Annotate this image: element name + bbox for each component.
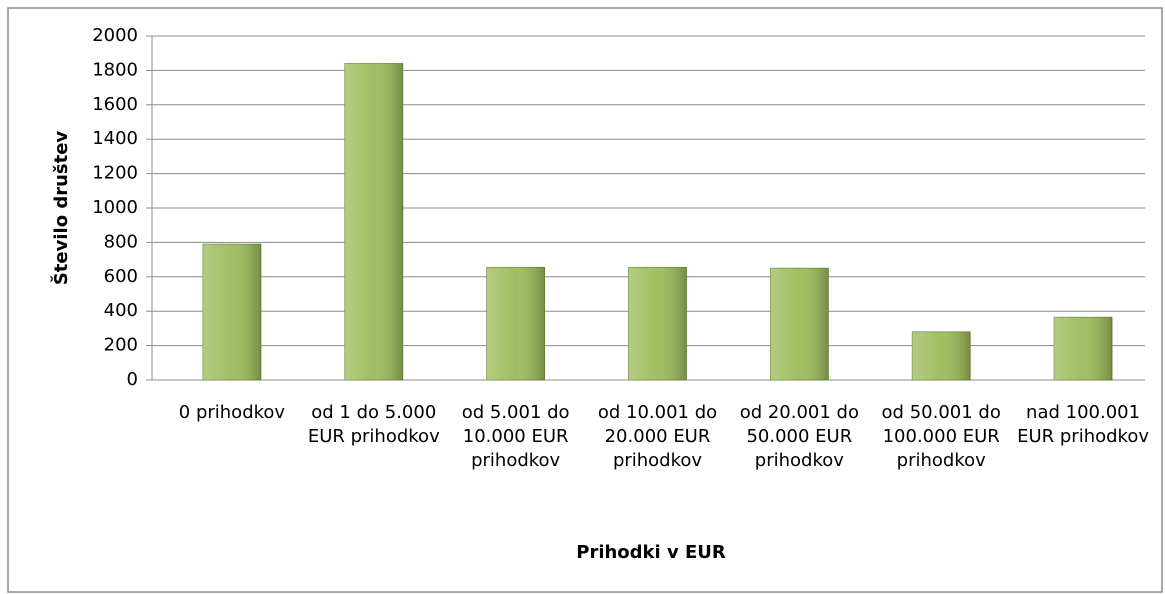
x-tick-label: od 20.001 do 50.000 EUR prihodkov (739, 402, 859, 471)
y-tick-label: 800 (104, 231, 138, 252)
bar-shade (202, 244, 261, 380)
x-tick-label: od 1 do 5.000 EUR prihodkov (307, 402, 440, 447)
chart-border (7, 7, 1163, 593)
y-tick-label: 600 (104, 266, 138, 287)
y-tick-label: 1000 (92, 197, 138, 218)
bar-shade (1054, 317, 1113, 380)
x-tick-label: od 5.001 do 10.000 EUR prihodkov (461, 402, 570, 471)
y-tick-label: 1600 (92, 94, 138, 115)
y-tick-label: 1400 (92, 128, 138, 149)
bar-shade (912, 331, 971, 380)
bar-shade (628, 267, 687, 380)
y-tick-label: 1800 (92, 59, 138, 80)
y-tick-label: 200 (104, 335, 138, 356)
y-tick-label: 1200 (92, 163, 138, 184)
y-tick-label: 0 (127, 369, 138, 390)
x-tick-label: od 50.001 do 100.000 EUR prihodkov (881, 402, 1001, 471)
bar-shade (770, 268, 829, 380)
y-axis-title: Število društev (50, 131, 72, 286)
bar-shade (486, 267, 545, 380)
x-tick-label: 0 prihodkov (178, 402, 286, 423)
x-axis-title: Prihodki v EUR (576, 542, 726, 563)
y-tick-label: 400 (104, 300, 138, 321)
x-tick-label: nad 100.001 EUR prihodkov (1017, 402, 1150, 447)
x-tick-label: od 10.001 do 20.000 EUR prihodkov (597, 402, 718, 471)
bar-shade (344, 63, 403, 381)
y-tick-label: 2000 (92, 25, 138, 46)
